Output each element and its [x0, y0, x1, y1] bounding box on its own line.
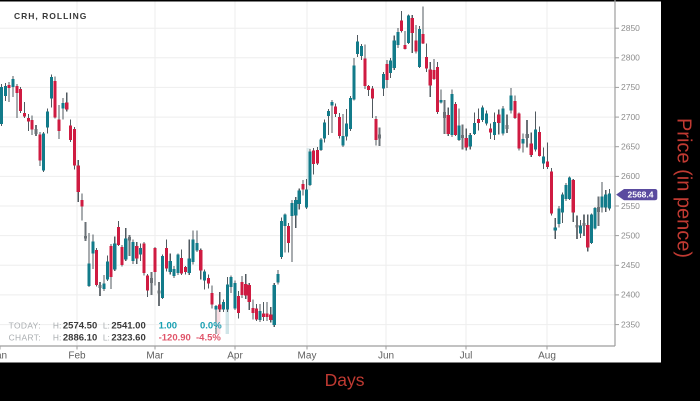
- svg-text:TODAY:: TODAY:: [9, 321, 41, 331]
- svg-text:-4.5%: -4.5%: [196, 333, 221, 344]
- svg-text:2400: 2400: [621, 290, 640, 300]
- svg-text:Mar: Mar: [146, 351, 164, 362]
- svg-text:2600: 2600: [621, 171, 640, 181]
- svg-text:2500: 2500: [621, 230, 640, 240]
- svg-text:2650: 2650: [621, 142, 640, 152]
- svg-text:2350: 2350: [621, 319, 640, 329]
- svg-text:1.00: 1.00: [159, 321, 178, 332]
- svg-text:2886.10: 2886.10: [63, 333, 97, 344]
- svg-text:2568.4: 2568.4: [628, 190, 654, 200]
- svg-text:CRH, ROLLING: CRH, ROLLING: [14, 11, 87, 21]
- svg-text:Jul: Jul: [460, 351, 473, 362]
- svg-text:0.0%: 0.0%: [200, 321, 222, 332]
- svg-text:Aug: Aug: [538, 351, 556, 362]
- svg-text:2800: 2800: [621, 53, 640, 63]
- svg-text:Price (in pence): Price (in pence): [673, 118, 695, 258]
- svg-text:2700: 2700: [621, 112, 640, 122]
- svg-text:2450: 2450: [621, 260, 640, 270]
- svg-text:H:: H:: [53, 321, 61, 331]
- svg-text:CHART:: CHART:: [9, 333, 42, 343]
- svg-text:2541.00: 2541.00: [111, 321, 145, 332]
- svg-text:2850: 2850: [621, 23, 640, 33]
- svg-text:L:: L:: [103, 321, 110, 331]
- svg-text:2574.50: 2574.50: [63, 321, 97, 332]
- svg-text:May: May: [298, 351, 317, 362]
- svg-text:Apr: Apr: [227, 351, 243, 362]
- svg-text:L:: L:: [103, 333, 110, 343]
- svg-text:Days: Days: [325, 370, 365, 390]
- svg-text:-120.90: -120.90: [159, 333, 191, 344]
- svg-text:Feb: Feb: [68, 351, 86, 362]
- svg-text:2550: 2550: [621, 201, 640, 211]
- svg-text:2323.60: 2323.60: [111, 333, 145, 344]
- svg-text:H:: H:: [53, 333, 61, 343]
- svg-text:2750: 2750: [621, 82, 640, 92]
- svg-text:Jun: Jun: [378, 351, 394, 362]
- svg-text:Jan: Jan: [0, 351, 7, 362]
